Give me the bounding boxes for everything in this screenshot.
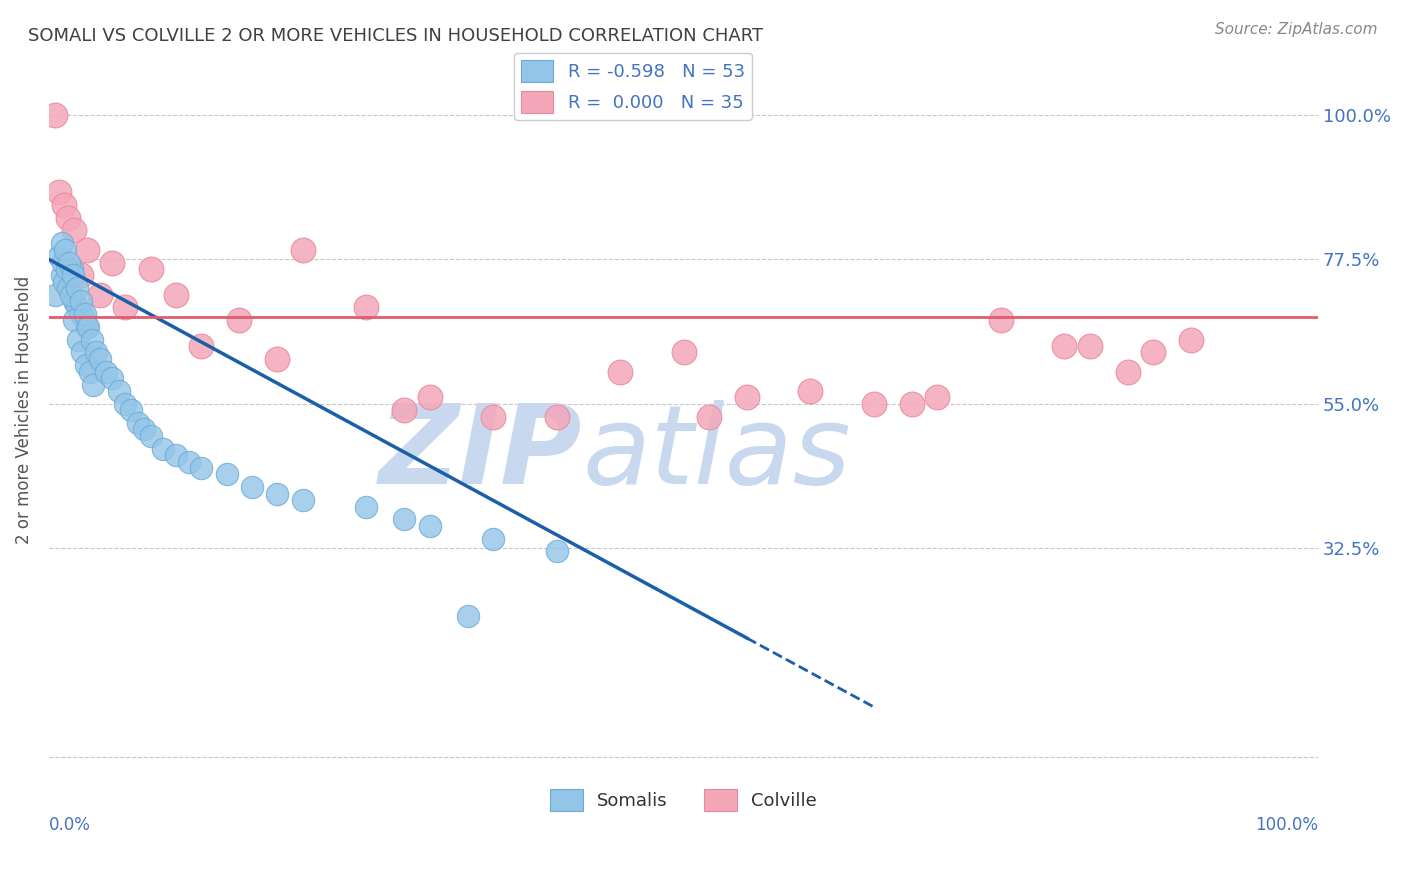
- Point: [863, 397, 886, 411]
- Point: [44, 287, 66, 301]
- Point: [901, 397, 924, 411]
- Point: [82, 377, 104, 392]
- Text: atlas: atlas: [582, 400, 851, 507]
- Point: [291, 493, 314, 508]
- Point: [44, 108, 66, 122]
- Point: [67, 333, 90, 347]
- Point: [927, 390, 949, 404]
- Point: [266, 351, 288, 366]
- Point: [76, 319, 98, 334]
- Point: [55, 243, 77, 257]
- Point: [419, 518, 441, 533]
- Point: [55, 262, 77, 277]
- Point: [73, 313, 96, 327]
- Point: [114, 397, 136, 411]
- Point: [356, 301, 378, 315]
- Point: [546, 409, 568, 424]
- Point: [60, 262, 83, 277]
- Legend: Somalis, Colville: Somalis, Colville: [543, 781, 824, 818]
- Point: [52, 255, 75, 269]
- Point: [84, 345, 107, 359]
- Point: [215, 467, 238, 482]
- Text: Source: ZipAtlas.com: Source: ZipAtlas.com: [1215, 22, 1378, 37]
- Point: [419, 390, 441, 404]
- Point: [69, 307, 91, 321]
- Point: [990, 313, 1012, 327]
- Point: [266, 486, 288, 500]
- Point: [457, 608, 479, 623]
- Point: [101, 371, 124, 385]
- Point: [66, 301, 89, 315]
- Point: [127, 416, 149, 430]
- Point: [482, 409, 505, 424]
- Point: [48, 185, 70, 199]
- Point: [66, 281, 89, 295]
- Point: [177, 454, 200, 468]
- Text: ZIP: ZIP: [378, 400, 582, 507]
- Point: [51, 268, 73, 283]
- Point: [482, 532, 505, 546]
- Point: [165, 448, 187, 462]
- Point: [190, 339, 212, 353]
- Text: 0.0%: 0.0%: [49, 816, 91, 835]
- Point: [190, 461, 212, 475]
- Point: [1180, 333, 1202, 347]
- Point: [69, 268, 91, 283]
- Point: [59, 287, 82, 301]
- Point: [48, 249, 70, 263]
- Point: [672, 345, 695, 359]
- Point: [1053, 339, 1076, 353]
- Y-axis label: 2 or more Vehicles in Household: 2 or more Vehicles in Household: [15, 277, 32, 544]
- Point: [228, 313, 250, 327]
- Point: [73, 307, 96, 321]
- Point: [53, 198, 76, 212]
- Point: [82, 333, 104, 347]
- Point: [94, 365, 117, 379]
- Point: [62, 268, 84, 283]
- Point: [394, 403, 416, 417]
- Point: [107, 384, 129, 398]
- Point: [69, 294, 91, 309]
- Point: [70, 345, 93, 359]
- Text: 100.0%: 100.0%: [1256, 816, 1319, 835]
- Point: [291, 243, 314, 257]
- Point: [240, 480, 263, 494]
- Point: [394, 512, 416, 526]
- Point: [53, 275, 76, 289]
- Point: [58, 255, 80, 269]
- Point: [1142, 345, 1164, 359]
- Point: [89, 351, 111, 366]
- Point: [1116, 365, 1139, 379]
- Point: [152, 442, 174, 456]
- Point: [51, 236, 73, 251]
- Point: [356, 500, 378, 514]
- Point: [101, 255, 124, 269]
- Point: [735, 390, 758, 404]
- Point: [139, 429, 162, 443]
- Point: [1078, 339, 1101, 353]
- Point: [77, 319, 100, 334]
- Point: [139, 262, 162, 277]
- Point: [76, 243, 98, 257]
- Point: [165, 287, 187, 301]
- Point: [799, 384, 821, 398]
- Point: [63, 294, 86, 309]
- Point: [546, 544, 568, 558]
- Point: [114, 301, 136, 315]
- Point: [56, 211, 79, 225]
- Point: [697, 409, 720, 424]
- Point: [56, 281, 79, 295]
- Point: [121, 403, 143, 417]
- Point: [63, 313, 86, 327]
- Point: [75, 359, 97, 373]
- Point: [89, 287, 111, 301]
- Text: SOMALI VS COLVILLE 2 OR MORE VEHICLES IN HOUSEHOLD CORRELATION CHART: SOMALI VS COLVILLE 2 OR MORE VEHICLES IN…: [28, 27, 763, 45]
- Point: [79, 365, 101, 379]
- Point: [63, 223, 86, 237]
- Point: [134, 422, 156, 436]
- Point: [609, 365, 631, 379]
